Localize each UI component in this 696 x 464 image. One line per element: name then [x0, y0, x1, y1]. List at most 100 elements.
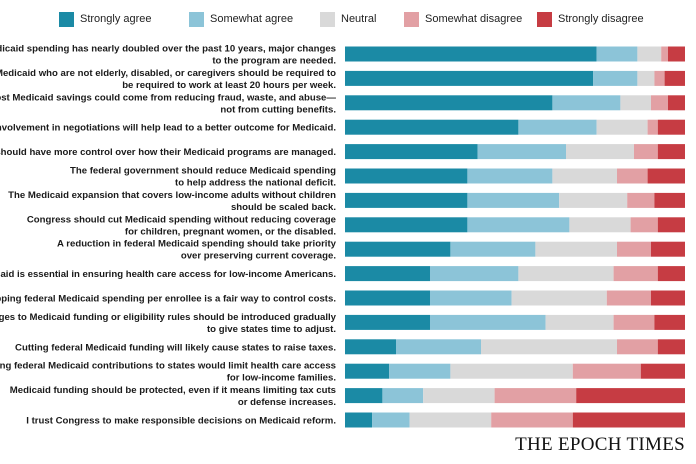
statement-label: over preserving current coverage.: [181, 251, 336, 262]
bar-segment: [511, 290, 607, 306]
bar-segment: [647, 168, 685, 184]
statement-label: not from cutting benefits.: [220, 104, 336, 115]
bar-segment: [596, 46, 638, 62]
bar-segment: [345, 168, 468, 184]
bar-segment: [518, 119, 597, 135]
statement-label: Adults on Medicaid who are not elderly, …: [0, 68, 336, 79]
statement-label: for low-income families.: [227, 373, 336, 384]
statement-label: to give states time to adjust.: [207, 324, 336, 335]
legend-label: Somewhat agree: [210, 13, 294, 25]
statement-label: Medicaid funding should be protected, ev…: [10, 385, 336, 396]
bar-segment: [657, 119, 685, 135]
bar-segment: [640, 363, 685, 379]
bar-segment: [596, 119, 648, 135]
bar-segment: [345, 144, 478, 160]
bar-segment: [668, 46, 685, 62]
bar-segment: [657, 217, 685, 233]
legend-label: Strongly disagree: [558, 13, 644, 25]
bar-segment: [651, 241, 685, 257]
bar-segment: [467, 168, 553, 184]
bar-segment: [654, 314, 685, 330]
bar-segment: [606, 290, 651, 306]
bar-segment: [617, 339, 658, 355]
bar-segment: [559, 192, 628, 208]
bar-segment: [572, 363, 641, 379]
bar-segment: [661, 46, 668, 62]
bar-segment: [572, 412, 685, 428]
bar-segment: [430, 266, 519, 282]
bar-segment: [617, 241, 651, 257]
bar-segment: [654, 192, 685, 208]
bar-segment: [345, 388, 383, 404]
statement-label: should be scaled back.: [231, 202, 336, 213]
bar-segment: [345, 363, 390, 379]
legend-label: Strongly agree: [80, 13, 152, 25]
bar-segment: [569, 217, 631, 233]
bar-segment: [389, 363, 451, 379]
bar-segment: [481, 339, 617, 355]
bar-segment: [620, 95, 651, 111]
bar-segment: [657, 339, 685, 355]
bar-segment: [637, 46, 662, 62]
legend-swatch: [59, 11, 74, 27]
bar-segment: [345, 314, 430, 330]
bar-segment: [345, 339, 396, 355]
statement-label: Capping federal Medicaid spending per en…: [0, 294, 336, 305]
bar-segment: [345, 241, 451, 257]
bar-segment: [576, 388, 685, 404]
bar-segment: [345, 119, 519, 135]
bar-segment: [518, 266, 614, 282]
statement-label: Most Medicaid savings could come from re…: [0, 92, 336, 103]
bar-segment: [450, 363, 573, 379]
bar-segment: [423, 388, 495, 404]
bar-segment: [345, 192, 468, 208]
bar-segment: [345, 46, 597, 62]
legend-item: Strongly disagree: [537, 11, 644, 27]
bar-segment: [593, 70, 638, 86]
bar-segment: [535, 241, 617, 257]
statement-label: Trump’s involvement in negotiations will…: [0, 123, 336, 134]
bar-segment: [450, 241, 536, 257]
bar-segment: [467, 217, 570, 233]
bar-segment: [477, 144, 566, 160]
legend-item: Neutral: [320, 11, 377, 27]
statement-label: or defense increases.: [238, 397, 336, 408]
source-logo: THE EPOCH TIMES: [515, 434, 685, 455]
statement-label: to the program are needed.: [212, 56, 336, 67]
statement-label: I trust Congress to make responsible dec…: [26, 416, 336, 427]
bar-segment: [651, 95, 668, 111]
bar-segment: [396, 339, 481, 355]
bar-segment: [467, 192, 560, 208]
bar-segment: [651, 290, 685, 306]
bar-segment: [409, 412, 492, 428]
bar-segment: [430, 290, 512, 306]
bar-segment: [647, 119, 658, 135]
statement-label: Cutting federal Medicaid funding will li…: [15, 342, 336, 353]
statement-label: be required to work at least 20 hours pe…: [122, 80, 336, 91]
bar-segment: [627, 192, 655, 208]
bar-segment: [345, 217, 468, 233]
legend-swatch: [320, 11, 335, 27]
statement-label: Medicaid is essential in ensuring health…: [0, 269, 336, 280]
bar-segment: [552, 95, 621, 111]
legend-swatch: [189, 11, 204, 27]
bar-segment: [654, 70, 665, 86]
bar-segment: [657, 266, 685, 282]
bar-segment: [657, 144, 685, 160]
legend: Strongly agree Somewhat agree Neutral Somew…: [0, 0, 696, 36]
bar-segment: [345, 266, 430, 282]
bar-segment: [613, 266, 658, 282]
bar-segment: [637, 70, 655, 86]
statement-label: to help address the national deficit.: [175, 178, 336, 189]
bar-segment: [613, 314, 655, 330]
bar-segment: [372, 412, 410, 428]
statement-label: Congress should cut Medicaid spending wi…: [27, 214, 336, 225]
bar-segment: [430, 314, 546, 330]
statement-label: The federal government should reduce Med…: [70, 166, 336, 177]
bar-segment: [545, 314, 614, 330]
bar-segment: [494, 388, 577, 404]
bar-segment: [345, 412, 373, 428]
legend-label: Neutral: [341, 13, 377, 25]
legend-swatch: [537, 11, 552, 27]
